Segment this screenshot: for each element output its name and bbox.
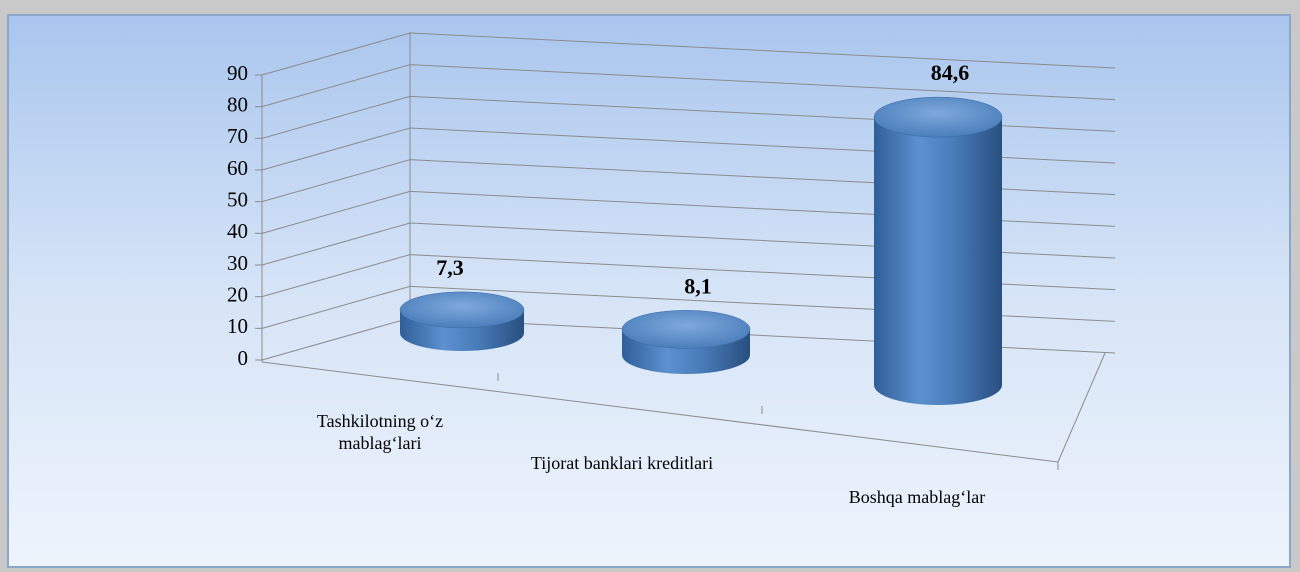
y-tick-label: 60 [227,156,248,180]
cylinder [874,117,1002,405]
y-tick-label: 10 [227,314,248,338]
y-tick-label: 90 [227,61,248,85]
floor-right [1057,352,1106,463]
cylinder-top [621,310,751,349]
y-tick-label: 70 [227,124,248,148]
cylinder-top [873,96,1003,138]
value-label: 8,1 [684,273,712,298]
x-tick-label: Tashkilotning o‘z mablag‘lari [316,411,444,453]
y-tick-label: 80 [227,92,248,116]
y-tick-label: 0 [238,346,249,370]
y-tick-label: 20 [227,282,248,306]
x-tick-label: Tijorat banklari kreditlari [530,453,714,473]
y-tick-label: 30 [227,251,248,275]
grid-line [261,32,1116,76]
value-label: 84,6 [931,60,970,85]
value-label: 7,3 [436,255,464,280]
y-tick-label: 40 [227,219,248,243]
x-tick-label: Boshqa mablag‘lar [848,487,986,507]
panel [7,14,1291,568]
floor-front [261,361,1059,463]
grid-line [261,64,1116,108]
y-tick-label: 50 [227,187,248,211]
cylinder-top [399,291,525,329]
